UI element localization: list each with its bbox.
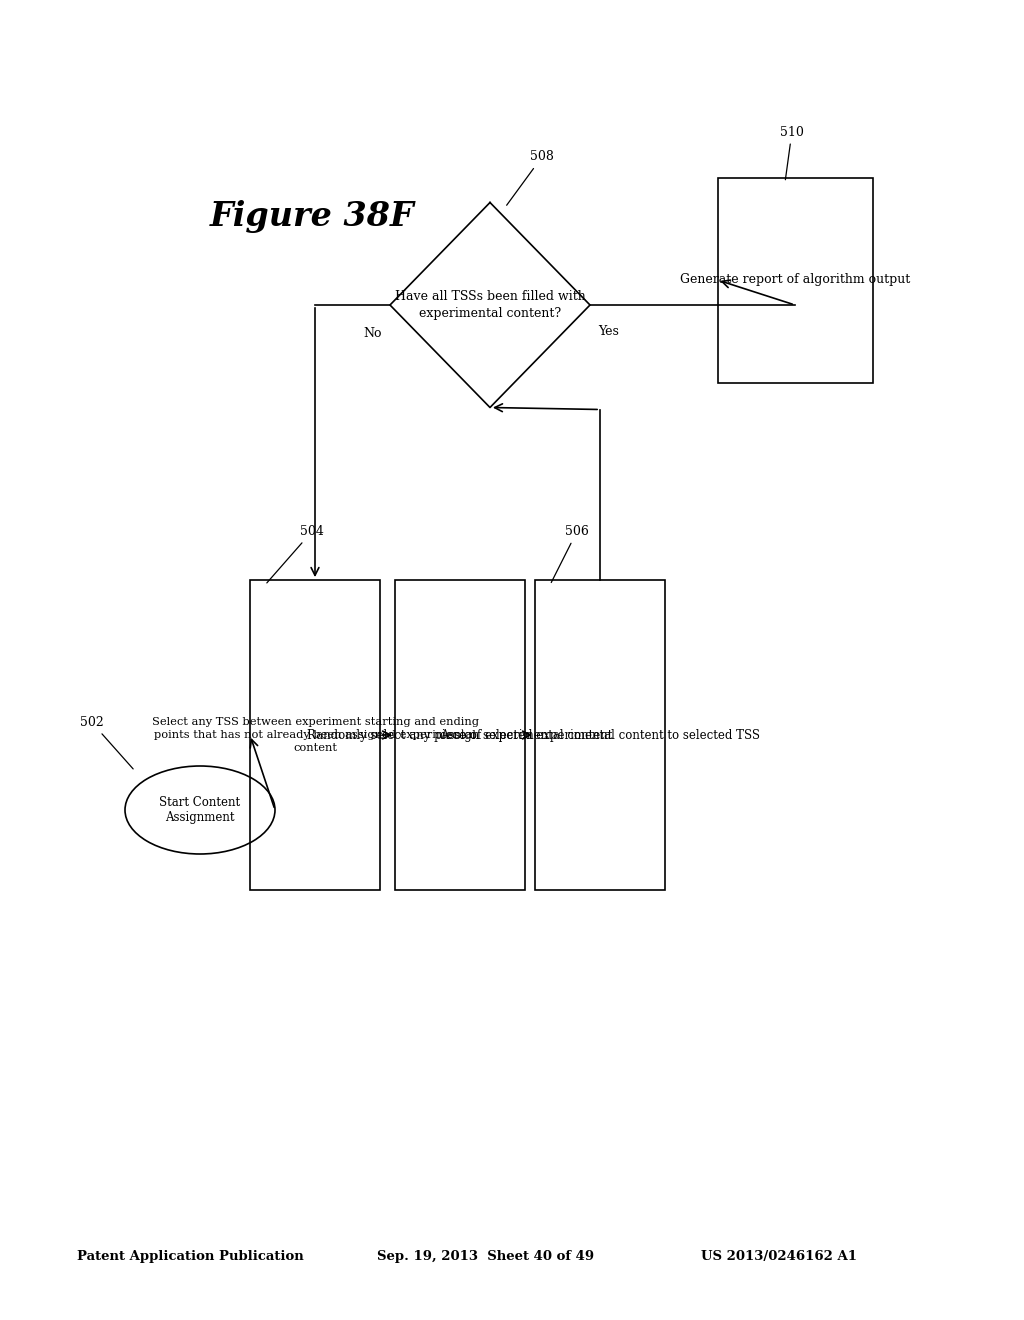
Text: No: No	[364, 327, 382, 341]
Text: 510: 510	[780, 125, 804, 180]
Text: Assign selected experimental content to selected TSS: Assign selected experimental content to …	[440, 729, 760, 742]
Text: Select any TSS between experiment starting and ending
points that has not alread: Select any TSS between experiment starti…	[152, 717, 478, 754]
Text: Start Content
Assignment: Start Content Assignment	[160, 796, 241, 824]
Bar	[535, 579, 665, 890]
Text: 508: 508	[507, 150, 554, 205]
Text: Have all TSSs been filled with
experimental content?: Have all TSSs been filled with experimen…	[394, 290, 586, 319]
Bar	[395, 579, 525, 890]
Text: Generate report of algorithm output: Generate report of algorithm output	[680, 273, 910, 286]
Text: Yes: Yes	[598, 325, 618, 338]
Text: 506: 506	[551, 525, 589, 582]
Text: Randomly select any piece of experimental content: Randomly select any piece of experimenta…	[307, 729, 612, 742]
Text: Sep. 19, 2013  Sheet 40 of 49: Sep. 19, 2013 Sheet 40 of 49	[377, 1250, 594, 1263]
Bar	[250, 579, 380, 890]
Text: Patent Application Publication: Patent Application Publication	[77, 1250, 303, 1263]
Text: US 2013/0246162 A1: US 2013/0246162 A1	[701, 1250, 857, 1263]
Text: Figure 38F: Figure 38F	[210, 201, 415, 234]
Bar	[718, 177, 872, 383]
Text: 502: 502	[80, 715, 133, 770]
Text: 504: 504	[267, 525, 324, 583]
